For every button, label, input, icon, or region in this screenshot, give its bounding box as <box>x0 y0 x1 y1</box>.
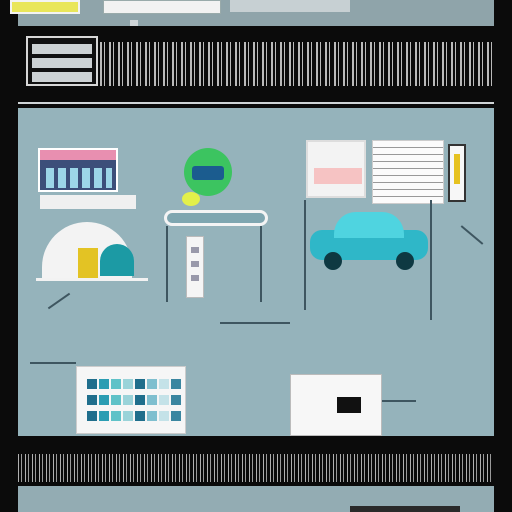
label-card-block <box>337 397 361 413</box>
label-card[interactable] <box>290 374 382 436</box>
photo-stripe <box>40 150 116 160</box>
color-swatch[interactable] <box>171 379 181 389</box>
color-swatch[interactable] <box>111 379 121 389</box>
connector-line <box>30 362 76 364</box>
color-swatch[interactable] <box>147 395 157 405</box>
footer-decoration-bars <box>18 454 494 482</box>
bottom-caption <box>84 436 194 450</box>
tent-icon <box>100 244 134 276</box>
bottle-icon <box>448 144 466 202</box>
bottle-fill <box>454 154 460 184</box>
connector-line <box>382 400 416 402</box>
globe-icon[interactable] <box>184 148 232 196</box>
color-swatch[interactable] <box>87 411 97 421</box>
door-icon <box>78 248 98 278</box>
ground-line <box>36 278 148 281</box>
header-decoration-bars <box>100 42 494 86</box>
color-swatch[interactable] <box>87 395 97 405</box>
color-swatch[interactable] <box>135 379 145 389</box>
footer-button[interactable] <box>350 506 460 512</box>
color-swatch[interactable] <box>171 395 181 405</box>
photo-caption <box>40 195 136 209</box>
device-chip <box>192 166 224 180</box>
top-thumbnail-card[interactable] <box>10 0 80 14</box>
color-swatch[interactable] <box>123 395 133 405</box>
color-swatch[interactable] <box>123 379 133 389</box>
connector-line <box>166 226 168 302</box>
arrow-up-icon <box>130 20 138 26</box>
color-swatch[interactable] <box>99 395 109 405</box>
color-swatch[interactable] <box>135 395 145 405</box>
document-badge <box>314 168 362 184</box>
photo-card[interactable] <box>38 148 118 192</box>
color-swatch[interactable] <box>99 411 109 421</box>
color-swatch[interactable] <box>159 411 169 421</box>
document-icon[interactable] <box>306 140 366 198</box>
color-swatch[interactable] <box>159 379 169 389</box>
tower-icon <box>186 236 204 298</box>
color-swatch[interactable] <box>123 411 133 421</box>
page-title <box>110 50 490 74</box>
top-text-card[interactable] <box>103 0 221 14</box>
color-swatch[interactable] <box>147 411 157 421</box>
color-swatch[interactable] <box>99 379 109 389</box>
color-swatch[interactable] <box>111 395 121 405</box>
connector-line <box>304 200 306 310</box>
small-blob-icon <box>182 192 200 206</box>
color-swatch[interactable] <box>159 395 169 405</box>
connector-line <box>430 200 432 320</box>
connector-line <box>220 322 290 324</box>
subnav-strip[interactable] <box>18 90 494 104</box>
connector-line <box>260 226 262 302</box>
color-swatch[interactable] <box>171 411 181 421</box>
color-swatch[interactable] <box>87 379 97 389</box>
headset-icon <box>164 210 268 226</box>
top-text-card-secondary <box>230 0 350 12</box>
car-icon[interactable] <box>310 212 428 270</box>
swatch-panel[interactable] <box>76 366 186 434</box>
photo-bars <box>46 168 112 188</box>
color-swatch[interactable] <box>135 411 145 421</box>
color-swatch[interactable] <box>147 379 157 389</box>
app-logo-icon <box>26 36 98 86</box>
color-swatch[interactable] <box>111 411 121 421</box>
paper-sheet-icon[interactable] <box>372 140 444 204</box>
